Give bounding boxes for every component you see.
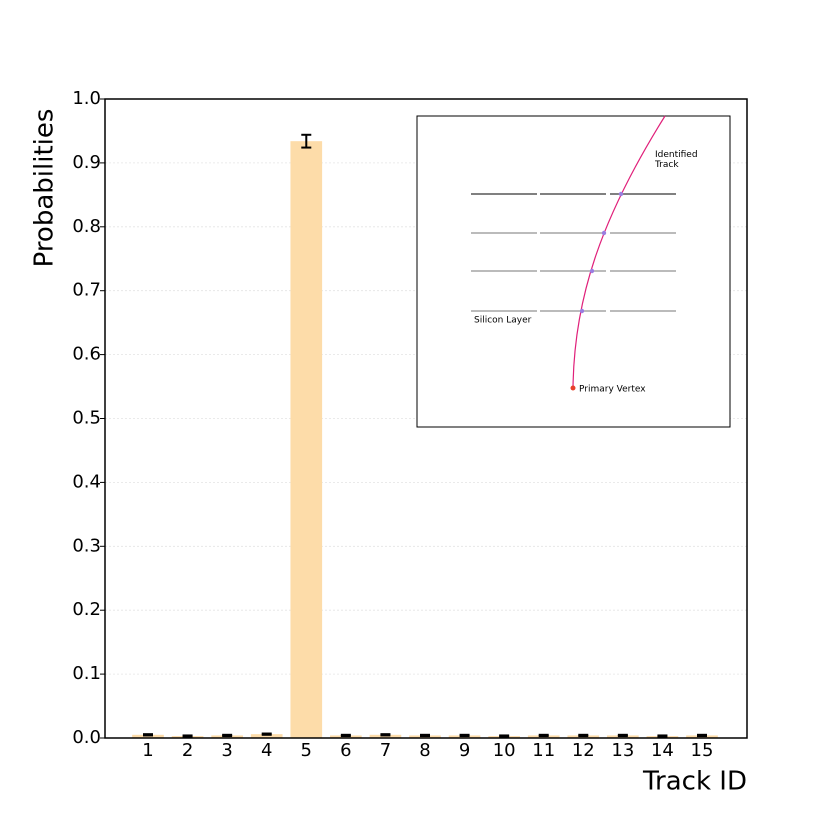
x-tick-label: 2	[182, 740, 193, 761]
x-tick-label: 7	[380, 740, 391, 761]
error-bar	[182, 734, 193, 738]
error-bar	[222, 733, 233, 738]
error-bar	[340, 733, 351, 738]
error-bar	[380, 733, 391, 737]
silicon-layers	[471, 193, 676, 312]
layer-label: Silicon Layer	[474, 316, 532, 326]
vertex-label: Primary Vertex	[579, 385, 646, 395]
error-bar	[499, 734, 510, 738]
error-bar	[459, 733, 470, 738]
x-tick-label: 13	[611, 740, 634, 761]
x-tick-label: 12	[572, 740, 595, 761]
y-tick-label: 0.5	[72, 408, 101, 429]
error-bar	[657, 734, 668, 738]
track-label-box: Identified Track	[655, 150, 698, 170]
y-tick-label: 0.9	[72, 152, 101, 173]
error-bar	[617, 733, 628, 738]
error-bar	[420, 733, 430, 738]
y-axis-label: Probabilities	[30, 109, 60, 268]
x-tick-label: 4	[261, 740, 272, 761]
x-tick-label: 9	[459, 740, 470, 761]
y-tick-label: 0.6	[72, 344, 101, 365]
hit-point	[618, 191, 624, 197]
error-bar	[301, 133, 312, 149]
bar	[250, 734, 283, 738]
inset-diagram: Identified Track Silicon Layer Primary V…	[416, 115, 731, 428]
y-tick-label: 0.1	[72, 663, 101, 684]
x-tick-label: 14	[651, 740, 674, 761]
y-tick-label: 0.2	[72, 599, 101, 620]
error-bar	[538, 733, 549, 738]
track-curve	[572, 115, 666, 389]
y-tick-label: 0.0	[72, 727, 101, 748]
error-bar	[697, 733, 707, 738]
x-tick-label: 10	[493, 740, 516, 761]
y-tick-label: 0.4	[72, 471, 101, 492]
x-tick-label: 6	[340, 740, 351, 761]
x-tick-label: 11	[532, 740, 555, 761]
bar	[290, 141, 323, 738]
y-tick-label: 1.0	[72, 88, 101, 109]
x-axis-label: Track ID	[642, 767, 747, 797]
x-tick-label: 5	[301, 740, 312, 761]
x-tick-label: 3	[221, 740, 232, 761]
x-tick-label: 8	[419, 740, 430, 761]
error-bar	[261, 732, 272, 736]
error-bar	[143, 733, 153, 737]
hit-point	[589, 268, 595, 274]
y-tick-label: 0.7	[72, 280, 101, 301]
y-tick-label: 0.8	[72, 216, 101, 237]
x-tick-label: 15	[691, 740, 714, 761]
primary-vertex	[570, 385, 576, 391]
track-label: Identified Track	[655, 150, 698, 170]
hit-point	[579, 308, 585, 314]
hit-point	[601, 230, 607, 236]
error-bar	[578, 733, 589, 738]
y-tick-label: 0.3	[72, 535, 101, 556]
axes-frame	[104, 98, 748, 739]
x-tick-label: 1	[142, 740, 153, 761]
